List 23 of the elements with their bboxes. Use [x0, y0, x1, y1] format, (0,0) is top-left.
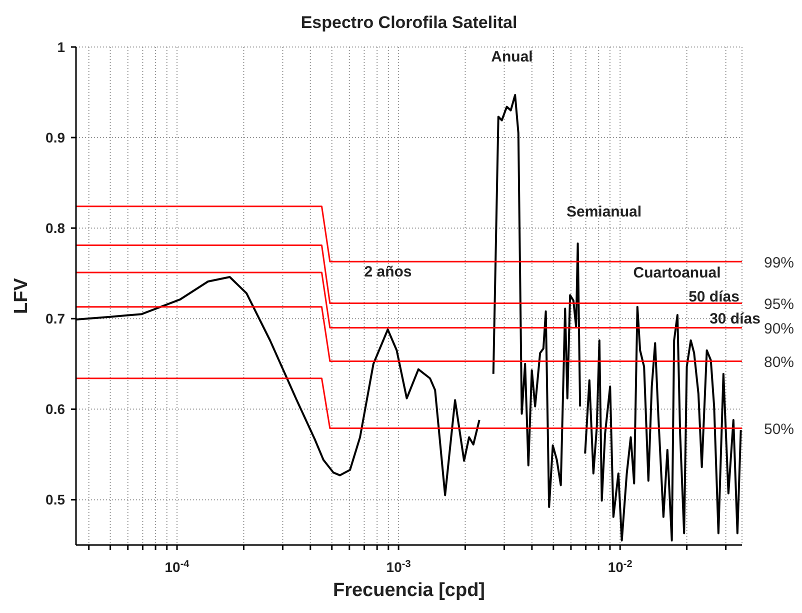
annotation: 30 días [710, 310, 760, 328]
series-label: 80% [764, 354, 794, 372]
x-tick-label: 10$^{-3}$ [386, 558, 412, 575]
y-tick-label: 0.6 [46, 401, 66, 418]
series-label: 99% [764, 254, 794, 272]
series-label: 95% [764, 296, 794, 314]
y-tick-label: 0.8 [46, 220, 66, 236]
x-tick-label: 10$^{-4}$ [164, 558, 190, 575]
annotation: Cuartoanual [633, 264, 721, 282]
y-axis-title: LFV [11, 278, 33, 314]
x-axis-title: Frecuencia [cpd] [332, 580, 486, 602]
y-tick-label: 0.7 [46, 310, 66, 327]
annotation: 2 años [364, 264, 412, 280]
y-tick-label: 1 [57, 39, 66, 55]
series-label: 50% [764, 421, 794, 438]
annotation: Anual [491, 48, 533, 66]
series-label: 90% [764, 320, 794, 338]
annotation: 50 días [688, 288, 740, 306]
x-tick-label: 10$^{-2}$ [608, 558, 633, 575]
annotation: Semianual [566, 204, 642, 220]
chart-title: Espectro Clorofila Satelital [300, 13, 518, 33]
y-tick-label: 0.9 [46, 130, 66, 146]
y-tick-label: 0.5 [46, 492, 66, 508]
